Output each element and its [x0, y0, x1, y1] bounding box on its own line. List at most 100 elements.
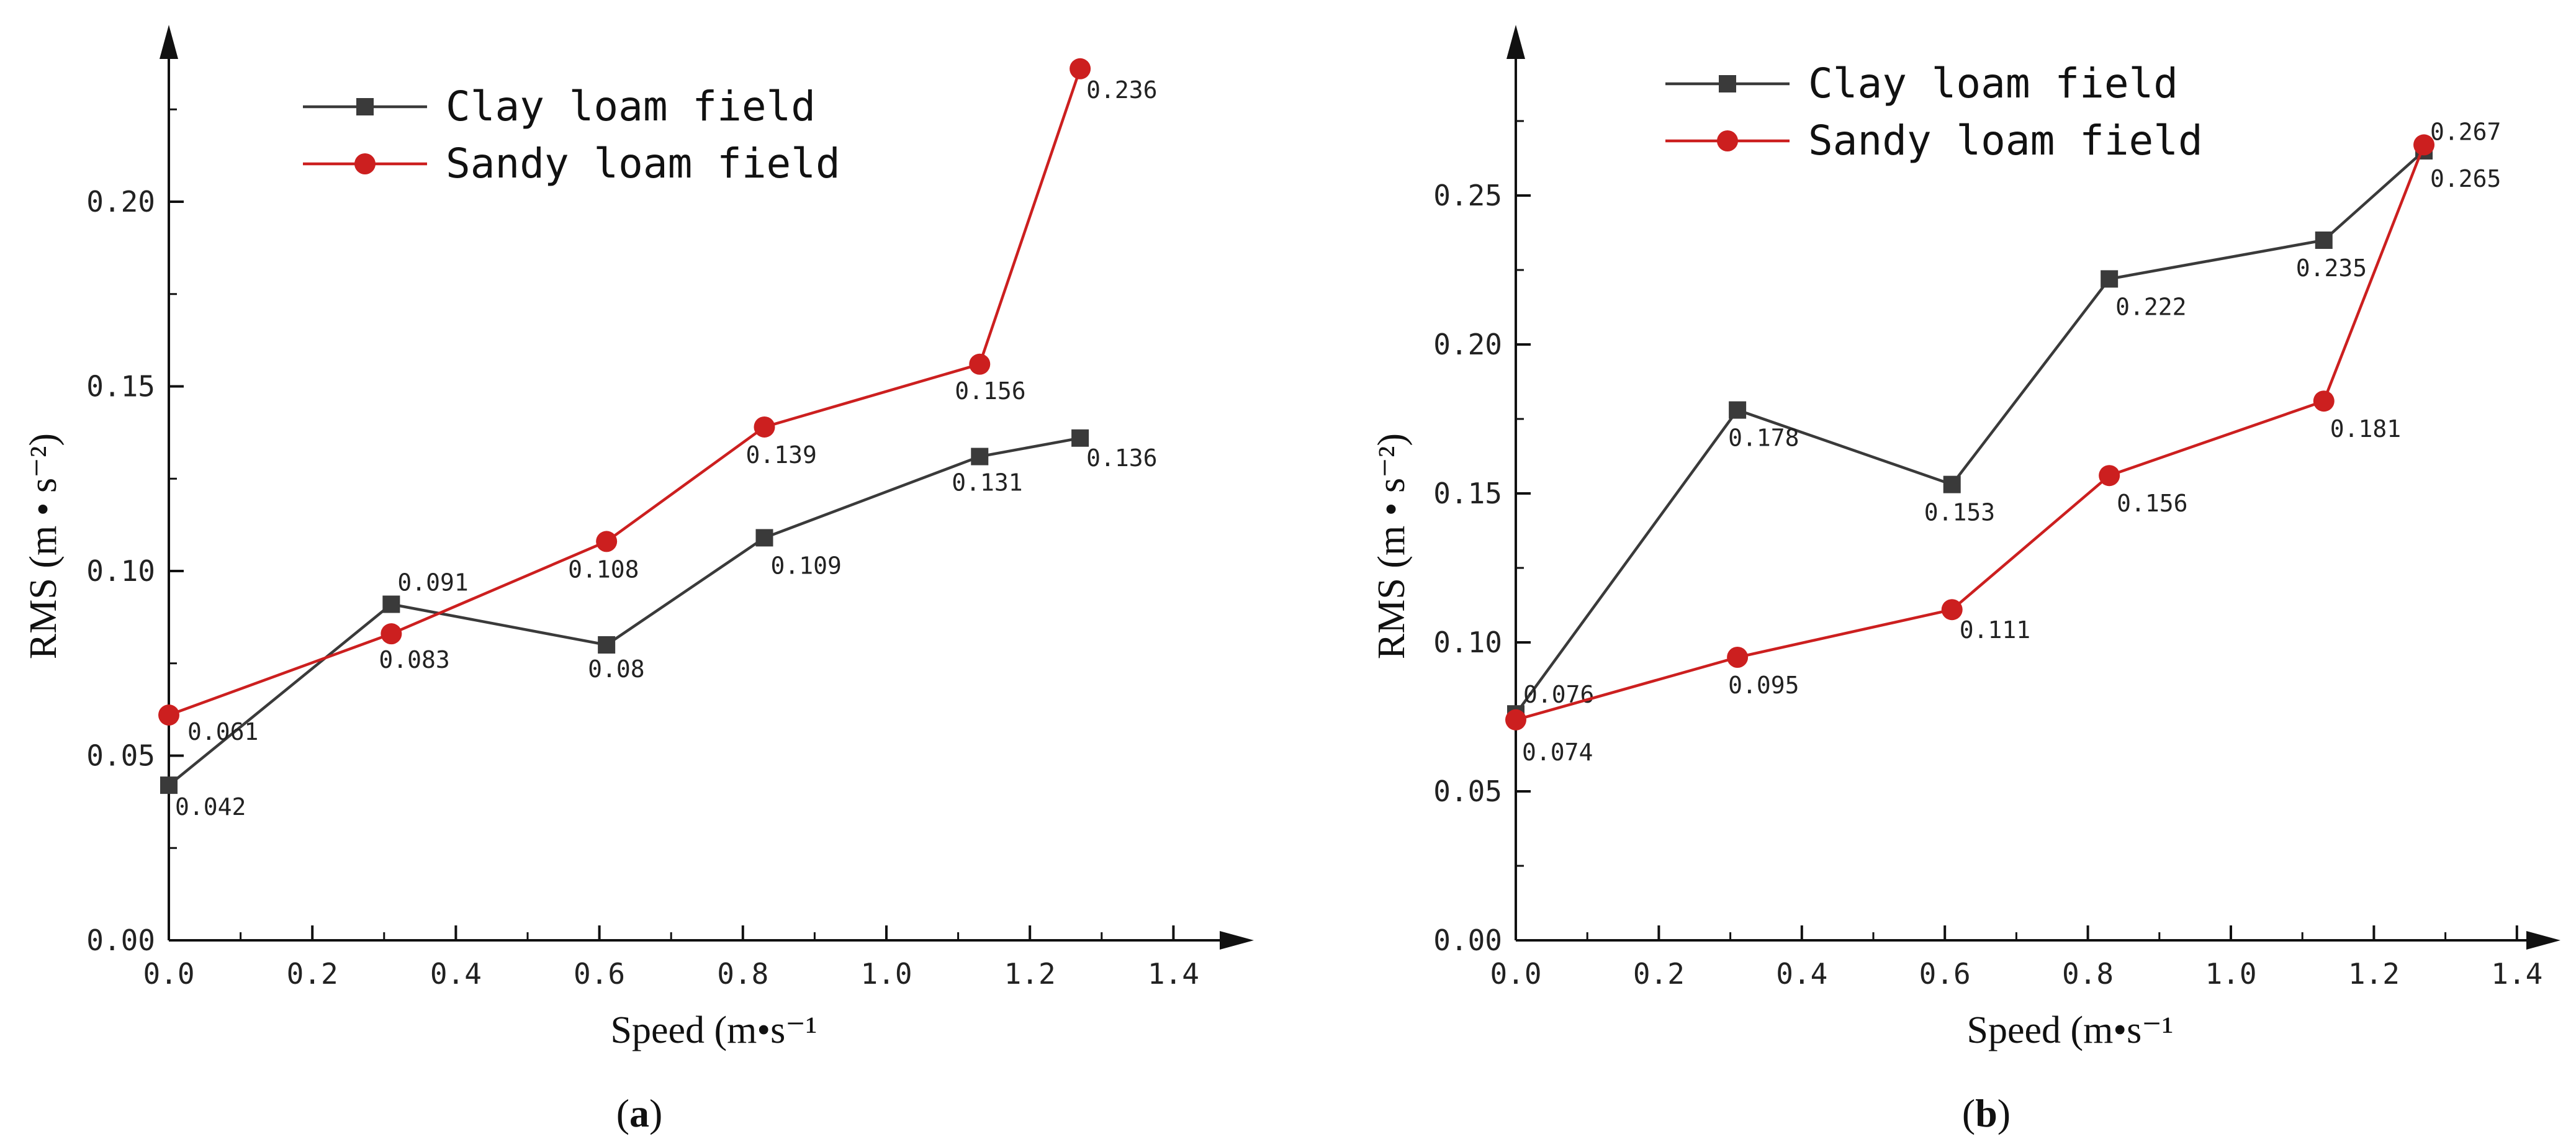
legend-marker-1 — [354, 153, 376, 174]
panel-paren-open: ( — [616, 1091, 629, 1135]
series-line-0 — [168, 436, 1081, 786]
data-label-1-4: 0.181 — [2330, 415, 2401, 443]
data-label-0-5: 0.265 — [2430, 165, 2501, 192]
data-label-0-2: 0.08 — [588, 655, 645, 683]
panel-paren-open: ( — [1962, 1091, 1975, 1135]
y-tick-label: 0.15 — [86, 370, 155, 403]
x-tick-label: 1.0 — [2205, 957, 2256, 991]
data-label-0-3: 0.109 — [770, 552, 841, 579]
series-line-1 — [168, 68, 1082, 717]
data-label-1-3: 0.139 — [745, 441, 816, 469]
x-tick-label: 1.2 — [1004, 957, 1056, 991]
data-point-0-2 — [1943, 475, 1961, 493]
panel-label: (b) — [1962, 1091, 2011, 1135]
y-tick-label: 0.10 — [86, 554, 155, 588]
y-axis-arrow — [1506, 25, 1525, 59]
data-label-0-2: 0.153 — [1924, 499, 1995, 526]
data-label-0-4: 0.235 — [2296, 254, 2367, 282]
chart-panel-b: 0.0 0.2 0.4 0.6 0.8 1.0 1.2 1.4 0.00 0.05 0.10 0.15… — [1371, 25, 2560, 1135]
data-point-0-2 — [598, 636, 616, 654]
chart-panel-a: 0.0 0.2 0.4 0.6 0.8 1.0 1.2 1.4 0.00 0.05 0.10 0.15… — [22, 25, 1254, 1135]
data-label-1-1: 0.095 — [1728, 672, 1799, 699]
data-label-1-0: 0.061 — [187, 718, 258, 745]
legend-marker-0 — [1719, 75, 1736, 92]
data-point-0-1 — [1729, 401, 1747, 419]
y-tick-label: 0.20 — [86, 185, 155, 218]
data-label-0-1: 0.178 — [1728, 425, 1799, 452]
data-point-0-4 — [2315, 232, 2333, 249]
data-label-1-1: 0.083 — [379, 646, 449, 673]
x-tick-label: 0.4 — [430, 957, 482, 991]
data-point-1-3 — [2099, 465, 2120, 487]
legend-marker-0 — [356, 98, 374, 115]
data-label-0-1: 0.091 — [397, 569, 468, 596]
y-tick-label: 0.05 — [86, 739, 155, 773]
x-axis-title: Speed (m•s⁻¹ — [610, 1009, 817, 1051]
x-tick-label: 0.8 — [717, 957, 768, 991]
data-point-1-3 — [754, 416, 775, 438]
data-label-1-0: 0.074 — [1522, 739, 1593, 766]
data-label-1-3: 0.156 — [2117, 490, 2187, 517]
y-tick-label: 0.15 — [1433, 477, 1502, 510]
panel-letter: b — [1975, 1091, 1997, 1135]
data-point-1-2 — [596, 531, 618, 552]
legend-label-0: Clay loam field — [446, 83, 816, 130]
data-point-1-1 — [1727, 647, 1749, 668]
series-line-1 — [1515, 144, 2426, 721]
data-point-0-0 — [160, 776, 178, 794]
panel-letter: a — [629, 1091, 649, 1135]
x-tick-label: 0.0 — [143, 957, 194, 991]
data-label-0-4: 0.131 — [952, 469, 1022, 497]
y-axis-title: RMS (m • s⁻²) — [22, 433, 65, 659]
x-tick-label: 0.2 — [287, 957, 338, 991]
legend-label-1: Sandy loam field — [446, 140, 840, 187]
y-tick-label: 0.10 — [1433, 626, 1502, 659]
panel-label: (a) — [616, 1091, 663, 1135]
data-label-0-3: 0.222 — [2115, 293, 2186, 320]
x-tick-label: 0.6 — [1919, 957, 1971, 991]
data-point-1-5 — [1070, 58, 1091, 79]
y-tick-label: 0.00 — [1433, 924, 1502, 957]
legend-marker-1 — [1717, 130, 1738, 151]
data-label-0-0: 0.076 — [1523, 681, 1594, 708]
x-axis-title: Speed (m•s⁻¹ — [1966, 1009, 2173, 1051]
data-label-1-5: 0.267 — [2430, 118, 2501, 145]
y-tick-label: 0.25 — [1433, 179, 1502, 212]
y-tick-label: 0.05 — [1433, 775, 1502, 808]
x-tick-label: 0.6 — [574, 957, 625, 991]
data-point-1-0 — [1505, 709, 1526, 731]
legend-label-0: Clay loam field — [1808, 60, 2178, 107]
panel-paren-close: ) — [1997, 1091, 2011, 1135]
data-label-0-0: 0.042 — [175, 793, 246, 821]
data-point-0-3 — [755, 529, 773, 547]
data-label-0-5: 0.136 — [1086, 444, 1157, 472]
series-line-0 — [1515, 150, 2425, 715]
y-axis-title: RMS (m • s⁻²) — [1371, 433, 1413, 659]
x-tick-label: 1.2 — [2348, 957, 2400, 991]
panel-paren-close: ) — [649, 1091, 662, 1135]
data-point-1-4 — [969, 353, 991, 375]
data-point-1-1 — [381, 623, 402, 645]
data-label-1-2: 0.108 — [568, 556, 639, 583]
x-tick-label: 0.4 — [1776, 957, 1827, 991]
x-axis-arrow — [1220, 931, 1254, 950]
y-axis-arrow — [160, 25, 178, 59]
data-point-0-3 — [2101, 270, 2119, 288]
y-tick-label: 0.00 — [86, 924, 155, 957]
x-tick-label: 1.4 — [2491, 957, 2542, 991]
legend-label-1: Sandy loam field — [1808, 117, 2203, 164]
x-tick-label: 0.2 — [1633, 957, 1685, 991]
data-point-0-5 — [1071, 429, 1089, 447]
data-label-1-5: 0.236 — [1086, 76, 1157, 104]
y-tick-label: 0.20 — [1433, 328, 1502, 361]
data-point-1-5 — [2413, 134, 2435, 156]
data-point-1-4 — [2313, 390, 2335, 412]
data-label-1-4: 0.156 — [955, 377, 1025, 405]
data-point-1-2 — [1941, 599, 1963, 621]
x-tick-label: 0.0 — [1490, 957, 1541, 991]
x-tick-label: 0.8 — [2062, 957, 2114, 991]
data-label-1-2: 0.111 — [1960, 616, 2030, 644]
data-point-1-0 — [158, 704, 179, 726]
data-point-0-4 — [971, 448, 989, 466]
